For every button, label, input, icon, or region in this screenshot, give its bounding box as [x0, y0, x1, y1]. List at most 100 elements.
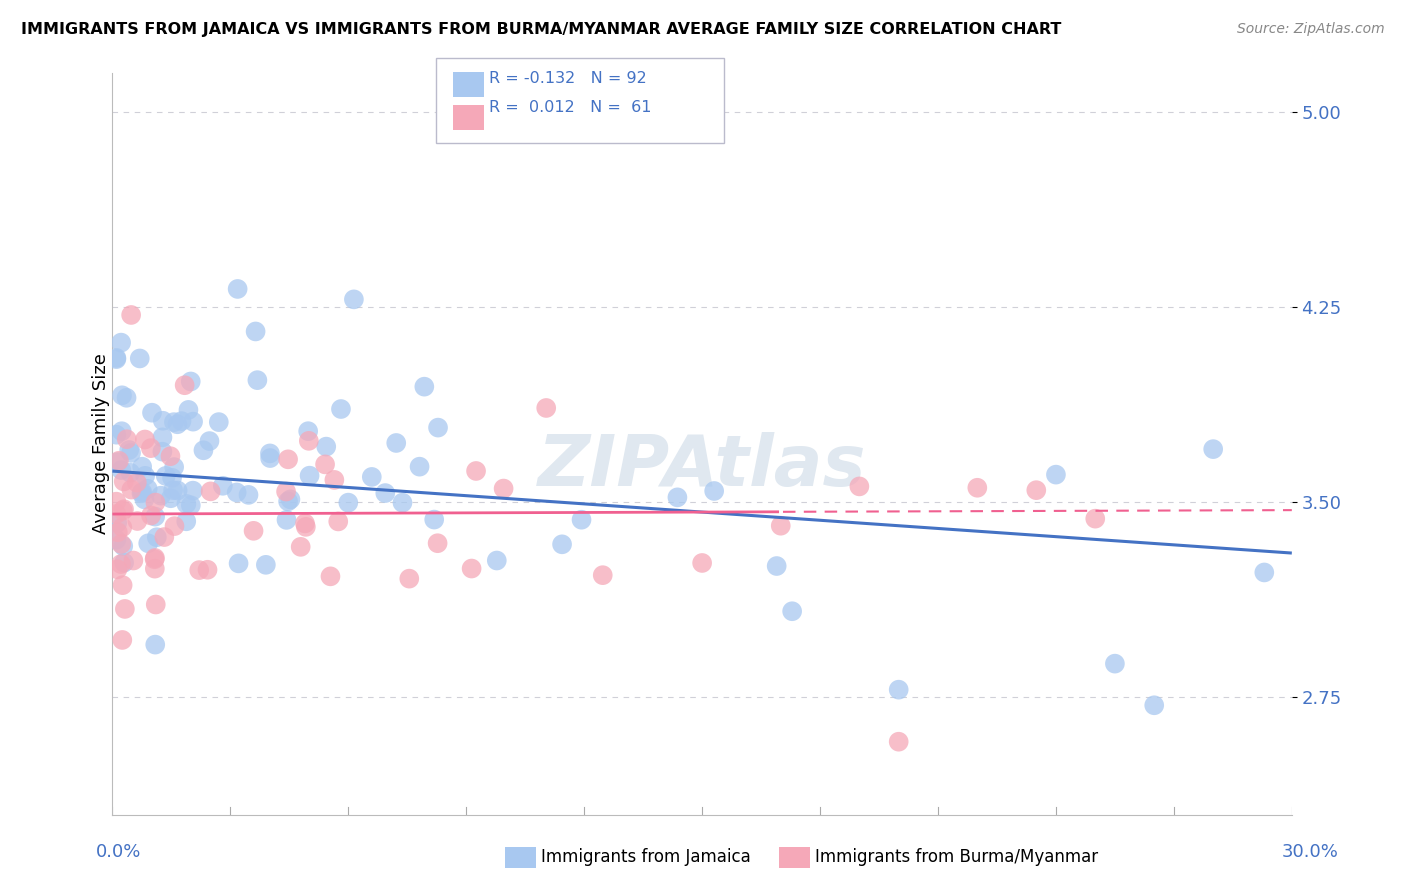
Point	[485, 553, 508, 567]
Point	[181, 483, 204, 498]
Point	[145, 495, 167, 509]
Point	[328, 515, 350, 529]
Point	[391, 496, 413, 510]
Point	[290, 540, 312, 554]
Point	[105, 351, 128, 365]
Point	[315, 440, 337, 454]
Point	[143, 551, 166, 566]
Point	[163, 460, 186, 475]
Point	[966, 860, 988, 874]
Point	[242, 524, 264, 538]
Point	[127, 514, 149, 528]
Text: IMMIGRANTS FROM JAMAICA VS IMMIGRANTS FROM BURMA/MYANMAR AVERAGE FAMILY SIZE COR: IMMIGRANTS FROM JAMAICA VS IMMIGRANTS FR…	[21, 22, 1062, 37]
Text: Immigrants from Jamaica: Immigrants from Jamaica	[541, 848, 751, 866]
Point	[143, 552, 166, 566]
Point	[152, 430, 174, 444]
Point	[769, 518, 792, 533]
Point	[254, 558, 277, 572]
Point	[112, 475, 135, 489]
Point	[492, 482, 515, 496]
Point	[146, 530, 169, 544]
Point	[427, 420, 450, 434]
Point	[136, 482, 159, 496]
Point	[143, 509, 166, 524]
Point	[246, 373, 269, 387]
Point	[114, 602, 136, 616]
Text: Source: ZipAtlas.com: Source: ZipAtlas.com	[1237, 22, 1385, 37]
Point	[319, 569, 342, 583]
Point	[780, 604, 803, 618]
Point	[115, 391, 138, 405]
Point	[145, 598, 167, 612]
Point	[155, 469, 177, 483]
Point	[1084, 511, 1107, 525]
Point	[107, 455, 129, 469]
Point	[848, 479, 870, 493]
Point	[343, 293, 366, 307]
Point	[1104, 657, 1126, 671]
Point	[111, 632, 134, 647]
Point	[212, 479, 235, 493]
Point	[413, 379, 436, 393]
Point	[276, 513, 298, 527]
Point	[374, 486, 396, 500]
Point	[571, 513, 593, 527]
Text: R =  0.012   N =  61: R = 0.012 N = 61	[489, 100, 652, 115]
Point	[111, 424, 134, 438]
Point	[385, 436, 408, 450]
Point	[1143, 698, 1166, 713]
Point	[120, 466, 142, 480]
Point	[592, 568, 614, 582]
Point	[105, 352, 128, 367]
Point	[125, 475, 148, 490]
Point	[1025, 483, 1047, 498]
Point	[122, 553, 145, 567]
Point	[110, 335, 132, 350]
Point	[703, 483, 725, 498]
Point	[159, 491, 181, 506]
Point	[131, 459, 153, 474]
Point	[105, 494, 128, 508]
Point	[152, 414, 174, 428]
Point	[128, 351, 150, 366]
Point	[139, 441, 162, 455]
Point	[112, 539, 135, 553]
Point	[330, 402, 353, 417]
Point	[173, 378, 195, 392]
Point	[134, 492, 156, 507]
Point	[166, 417, 188, 432]
Point	[159, 449, 181, 463]
Point	[108, 454, 131, 468]
Point	[193, 443, 215, 458]
Point	[259, 446, 281, 460]
Text: ZIPAtlas: ZIPAtlas	[538, 432, 866, 500]
Text: 30.0%: 30.0%	[1282, 843, 1339, 861]
Point	[162, 483, 184, 497]
Point	[112, 556, 135, 570]
Point	[228, 557, 250, 571]
Point	[111, 578, 134, 592]
Point	[666, 491, 689, 505]
Point	[337, 495, 360, 509]
Point	[107, 525, 129, 540]
Point	[143, 638, 166, 652]
Point	[1253, 566, 1275, 580]
Point	[139, 508, 162, 523]
Point	[460, 561, 482, 575]
Point	[314, 458, 336, 472]
Point	[131, 486, 153, 500]
Point	[1045, 467, 1067, 482]
Point	[176, 497, 198, 511]
Point	[323, 473, 346, 487]
Point	[180, 375, 202, 389]
Point	[534, 401, 557, 415]
Point	[181, 415, 204, 429]
Point	[111, 520, 134, 534]
Point	[105, 507, 128, 521]
Point	[105, 533, 128, 547]
Point	[294, 516, 316, 531]
Point	[408, 459, 430, 474]
Point	[198, 434, 221, 448]
Point	[163, 519, 186, 533]
Text: Immigrants from Burma/Myanmar: Immigrants from Burma/Myanmar	[815, 848, 1098, 866]
